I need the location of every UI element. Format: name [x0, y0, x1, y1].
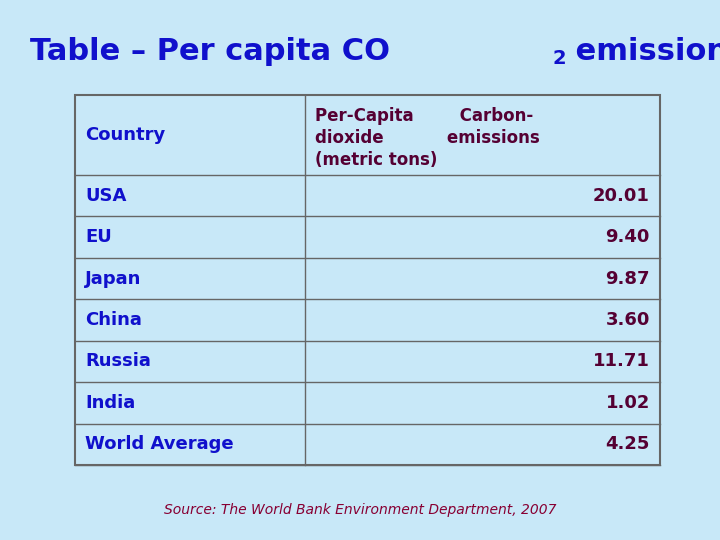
Text: India: India: [85, 394, 135, 412]
Bar: [75, 95, 660, 465]
Bar: [75, 95, 660, 465]
Text: Table – Per capita CO: Table – Per capita CO: [30, 37, 390, 66]
Text: 1.02: 1.02: [606, 394, 650, 412]
Text: 4.25: 4.25: [606, 435, 650, 453]
Text: Source: The World Bank Environment Department, 2007: Source: The World Bank Environment Depar…: [163, 503, 557, 517]
Text: (metric tons): (metric tons): [315, 151, 437, 169]
Text: 9.40: 9.40: [606, 228, 650, 246]
Text: 11.71: 11.71: [593, 353, 650, 370]
Text: World Average: World Average: [85, 435, 233, 453]
Text: USA: USA: [85, 187, 127, 205]
Text: 9.87: 9.87: [606, 269, 650, 288]
Text: Per-Capita        Carbon-: Per-Capita Carbon-: [315, 107, 534, 125]
Text: 2: 2: [553, 50, 567, 69]
Text: dioxide           emissions: dioxide emissions: [315, 129, 540, 147]
Text: China: China: [85, 311, 142, 329]
Text: EU: EU: [85, 228, 112, 246]
Text: emissions: emissions: [565, 37, 720, 66]
Text: Japan: Japan: [85, 269, 141, 288]
Text: 3.60: 3.60: [606, 311, 650, 329]
Text: 20.01: 20.01: [593, 187, 650, 205]
Text: Russia: Russia: [85, 353, 151, 370]
Text: Country: Country: [85, 126, 166, 144]
